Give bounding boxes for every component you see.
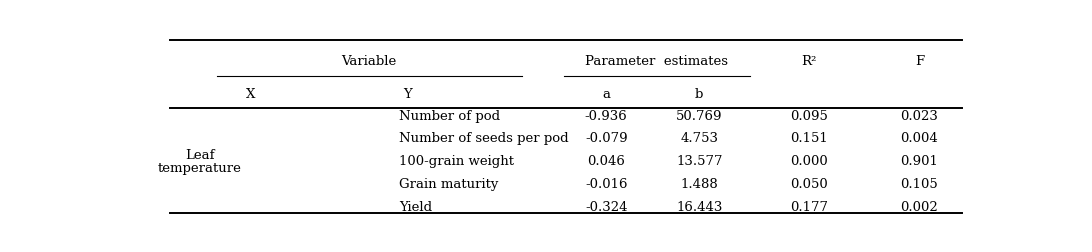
Text: 0.901: 0.901	[901, 155, 938, 168]
Text: 50.769: 50.769	[676, 109, 723, 122]
Text: 4.753: 4.753	[680, 132, 719, 145]
Text: 0.095: 0.095	[791, 109, 828, 122]
Text: -0.936: -0.936	[585, 109, 628, 122]
Text: X: X	[246, 88, 256, 101]
Text: 100-grain weight: 100-grain weight	[399, 155, 514, 168]
Text: 16.443: 16.443	[676, 200, 723, 213]
Text: 0.105: 0.105	[901, 178, 938, 191]
Text: Number of seeds per pod: Number of seeds per pod	[399, 132, 569, 145]
Text: temperature: temperature	[158, 161, 242, 174]
Text: b: b	[696, 88, 703, 101]
Text: 0.177: 0.177	[791, 200, 829, 213]
Text: 0.002: 0.002	[901, 200, 938, 213]
Text: Grain maturity: Grain maturity	[399, 178, 498, 191]
Text: 0.000: 0.000	[791, 155, 828, 168]
Text: 0.151: 0.151	[791, 132, 828, 145]
Text: -0.079: -0.079	[585, 132, 628, 145]
Text: Y: Y	[403, 88, 412, 101]
Text: F: F	[915, 55, 924, 68]
Text: Number of pod: Number of pod	[399, 109, 500, 122]
Text: R²: R²	[802, 55, 817, 68]
Text: Variable: Variable	[342, 55, 396, 68]
Text: a: a	[602, 88, 610, 101]
Text: -0.016: -0.016	[585, 178, 628, 191]
Text: 0.046: 0.046	[587, 155, 625, 168]
Text: Parameter  estimates: Parameter estimates	[585, 55, 728, 68]
Text: 0.023: 0.023	[901, 109, 938, 122]
Text: 0.050: 0.050	[791, 178, 828, 191]
Text: -0.324: -0.324	[585, 200, 628, 213]
Text: Leaf: Leaf	[186, 148, 215, 161]
Text: Yield: Yield	[399, 200, 432, 213]
Text: 0.004: 0.004	[901, 132, 938, 145]
Text: 13.577: 13.577	[676, 155, 723, 168]
Text: 1.488: 1.488	[680, 178, 719, 191]
